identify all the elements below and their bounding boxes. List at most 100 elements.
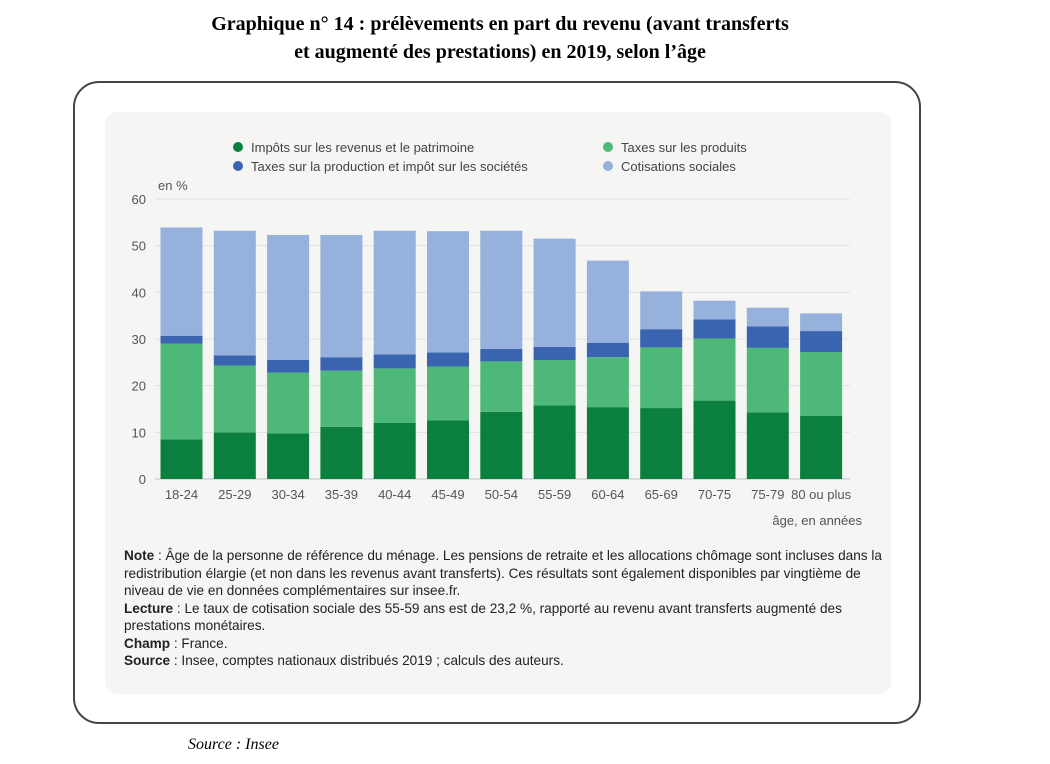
legend-marker-1	[233, 142, 243, 152]
x-tick-label: 18-24	[165, 487, 198, 502]
bar-segment-1	[320, 426, 363, 479]
champ-text: : France.	[170, 635, 228, 651]
bar-segment-4	[640, 291, 683, 330]
bar-segment-3	[373, 354, 416, 369]
legend-marker-3	[233, 161, 243, 171]
bar-segment-2	[213, 365, 256, 433]
bar-segment-1	[746, 412, 789, 479]
bar-segment-3	[533, 346, 576, 360]
bar-segment-2	[427, 366, 469, 421]
bar-segment-1	[533, 405, 576, 479]
bar-segment-3	[427, 352, 469, 367]
y-tick-label: 40	[132, 285, 146, 300]
bar-segment-3	[693, 319, 736, 339]
bar-segment-1	[800, 416, 843, 479]
chart-notes: Note : Âge de la personne de référence d…	[124, 547, 884, 670]
bar-segment-3	[640, 329, 683, 348]
bar-segment-4	[320, 234, 363, 358]
bar-segment-4	[160, 227, 203, 336]
bar-segment-2	[533, 360, 576, 406]
bar-segment-4	[427, 231, 469, 353]
y-tick-label: 0	[139, 472, 146, 487]
bar-segment-2	[640, 347, 683, 409]
bar-segment-1	[267, 433, 310, 479]
figure-frame	[73, 81, 921, 724]
bar-segment-4	[533, 238, 576, 347]
bar-segment-3	[267, 360, 310, 373]
bar-segment-3	[480, 348, 523, 362]
note-paragraph: Note : Âge de la personne de référence d…	[124, 547, 884, 600]
legend-marker-4	[603, 161, 613, 171]
y-tick-label: 10	[132, 425, 146, 440]
x-tick-label: 45-49	[431, 487, 464, 502]
bar-segment-2	[320, 370, 363, 427]
y-tick-label: 30	[132, 332, 146, 347]
x-tick-label: 75-79	[751, 487, 784, 502]
bar-segment-1	[160, 439, 203, 479]
x-tick-label: 30-34	[271, 487, 304, 502]
bar-segment-2	[373, 368, 416, 423]
bar-segment-2	[746, 347, 789, 413]
x-tick-label: 65-69	[645, 487, 678, 502]
lecture-label: Lecture	[124, 600, 174, 616]
legend-label-4: Cotisations sociales	[621, 159, 736, 174]
bar-segment-2	[267, 372, 310, 434]
x-tick-label: 80 ou plus	[791, 487, 851, 502]
note-text: : Âge de la personne de référence du mén…	[124, 548, 882, 598]
y-axis-label: en %	[158, 178, 188, 193]
y-tick-label: 60	[132, 192, 146, 207]
lecture-text: : Le taux de cotisation sociale des 55-5…	[124, 600, 842, 634]
footer-source: Source : Insee	[188, 736, 279, 753]
x-tick-label: 60-64	[591, 487, 624, 502]
bar-segment-4	[746, 307, 789, 327]
bar-segment-2	[160, 343, 203, 440]
bar-segment-4	[213, 230, 256, 356]
bar-segment-4	[267, 234, 310, 360]
bar-segment-4	[586, 260, 629, 343]
lecture-paragraph: Lecture : Le taux de cotisation sociale …	[124, 600, 884, 635]
bar-segment-4	[800, 313, 843, 332]
bar-segment-1	[586, 407, 629, 479]
bar-segment-3	[320, 357, 363, 371]
bar-segment-4	[480, 230, 523, 349]
champ-label: Champ	[124, 635, 171, 651]
bar-segment-1	[640, 408, 683, 479]
title-line-2: et augmenté des prestations) en 2019, se…	[294, 41, 706, 63]
bar-segment-2	[586, 357, 629, 408]
legend-label-3: Taxes sur la production et impôt sur les…	[251, 159, 528, 174]
source-paragraph: Source : Insee, comptes nationaux distri…	[124, 652, 884, 670]
title-line-1: Graphique n° 14 : prélèvements en part d…	[211, 13, 789, 35]
bar-segment-3	[746, 326, 789, 348]
bar-segment-3	[800, 331, 843, 353]
x-tick-label: 35-39	[325, 487, 358, 502]
x-axis-label: âge, en années	[772, 513, 862, 528]
x-tick-label: 50-54	[485, 487, 518, 502]
bar-segment-2	[480, 361, 523, 412]
x-tick-label: 70-75	[698, 487, 731, 502]
legend-label-1: Impôts sur les revenus et le patrimoine	[251, 140, 474, 155]
bar-segment-4	[373, 230, 416, 355]
bar-segment-3	[586, 342, 629, 358]
x-tick-label: 55-59	[538, 487, 571, 502]
legend-label-2: Taxes sur les produits	[621, 140, 747, 155]
bar-segment-1	[373, 423, 416, 479]
bar-segment-3	[160, 335, 203, 344]
y-tick-label: 50	[132, 239, 146, 254]
bar-segment-1	[693, 400, 736, 479]
bar-segment-2	[800, 352, 843, 416]
source-label: Source	[124, 653, 171, 668]
bar-segment-3	[213, 355, 256, 366]
bar-segment-2	[693, 338, 736, 401]
x-tick-label: 25-29	[218, 487, 251, 502]
bar-segment-4	[693, 300, 736, 320]
bar-segment-1	[480, 411, 523, 479]
legend-marker-2	[603, 142, 613, 152]
x-tick-label: 40-44	[378, 487, 411, 502]
y-tick-label: 20	[132, 379, 146, 394]
bar-segment-1	[427, 420, 469, 479]
source-text: : Insee, comptes nationaux distribués 20…	[170, 653, 564, 668]
champ-paragraph: Champ : France.	[124, 635, 884, 653]
bar-segment-1	[213, 432, 256, 479]
note-label: Note	[124, 548, 155, 563]
